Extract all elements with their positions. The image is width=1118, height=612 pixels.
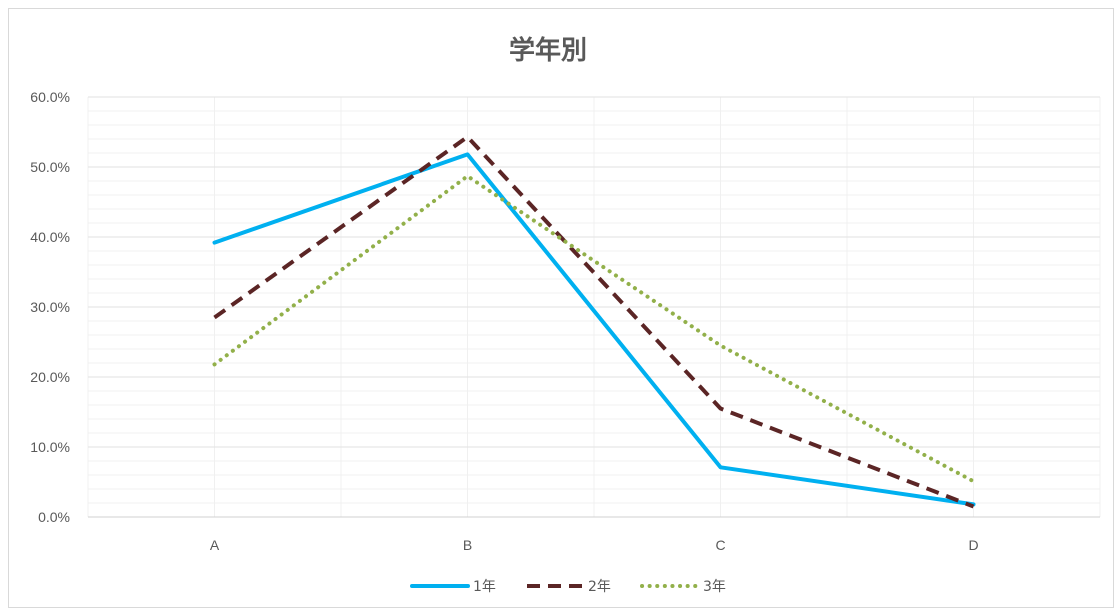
y-tick-label: 40.0% <box>30 229 70 245</box>
y-tick-label: 60.0% <box>30 89 70 105</box>
x-tick-label: B <box>463 537 472 553</box>
legend-label-1: 1年 <box>473 579 496 595</box>
series-line-2 <box>213 134 975 509</box>
series-lines <box>212 134 976 509</box>
chart-frame <box>8 8 1114 608</box>
x-tick-label: D <box>968 537 978 553</box>
series-line-1 <box>212 152 976 507</box>
x-tick-label: C <box>715 537 725 553</box>
x-tick-label: A <box>210 537 220 553</box>
legend-label-2: 2年 <box>588 579 611 595</box>
chart-title: 学年別 <box>509 35 587 66</box>
x-axis-ticks: A B C D <box>210 537 979 553</box>
y-tick-label: 30.0% <box>30 299 70 315</box>
legend: 1年 2年 3年 <box>410 579 726 595</box>
y-tick-label: 10.0% <box>30 439 70 455</box>
y-tick-label: 0.0% <box>38 509 70 525</box>
legend-label-3: 3年 <box>703 579 726 595</box>
y-tick-label: 50.0% <box>30 159 70 175</box>
gridlines <box>87 96 1101 518</box>
y-tick-label: 20.0% <box>30 369 70 385</box>
y-axis-ticks: 0.0% 10.0% 20.0% 30.0% 40.0% 50.0% 60.0% <box>30 89 70 525</box>
series-line-3 <box>212 174 976 484</box>
